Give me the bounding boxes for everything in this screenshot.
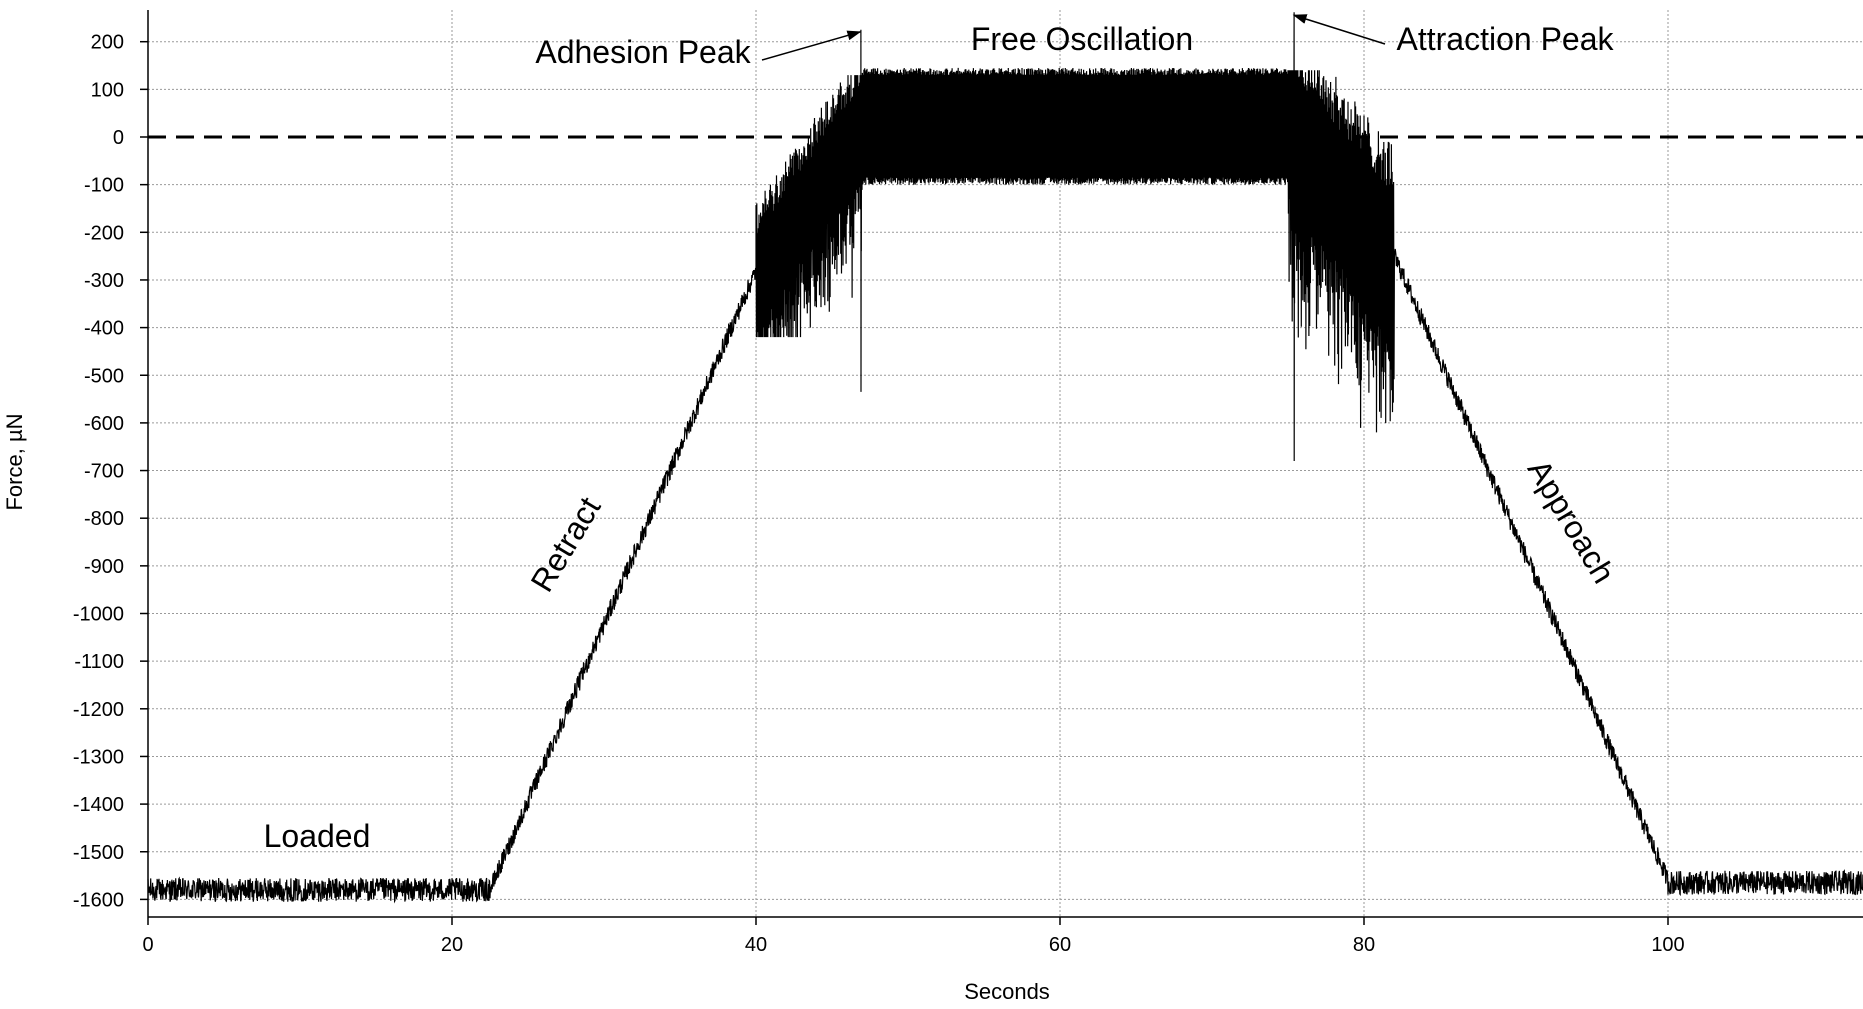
x-tick-label: 20	[441, 934, 463, 956]
force-line	[147, 12, 1863, 904]
annotation-label: Adhesion Peak	[535, 34, 751, 70]
y-tick-label: -300	[84, 270, 124, 292]
y-tick-label: -400	[84, 318, 124, 340]
y-tick-label: -800	[84, 508, 124, 530]
y-tick-label: 0	[113, 127, 124, 149]
x-tick-label: 100	[1651, 934, 1684, 956]
annotation-label: Retract	[524, 491, 608, 598]
annotation-label: Free Oscillation	[971, 21, 1193, 57]
y-tick-label: -1000	[73, 604, 124, 626]
annotation-arrow	[1292, 14, 1386, 45]
y-tick-label: -500	[84, 365, 124, 387]
annotation-label: Attraction Peak	[1397, 21, 1615, 57]
axes	[140, 10, 1863, 925]
y-tick-label: -900	[84, 556, 124, 578]
x-tick-label: 40	[745, 934, 767, 956]
y-tick-label: -1400	[73, 794, 124, 816]
grid	[148, 10, 1863, 917]
y-tick-label: -700	[84, 461, 124, 483]
y-tick-label: -1100	[74, 651, 124, 673]
y-tick-label: -1300	[73, 746, 124, 768]
y-tick-label: -600	[84, 413, 124, 435]
x-tick-label: 0	[142, 934, 153, 956]
y-tick-label: -1200	[73, 699, 124, 721]
y-tick-label: -200	[84, 222, 124, 244]
y-tick-label: -1500	[73, 842, 124, 864]
force-series	[147, 12, 1863, 904]
y-axis-title: Force, µN	[2, 413, 27, 510]
y-tick-label: 100	[91, 79, 124, 101]
y-tick-label: -1600	[73, 889, 124, 911]
annotation-label: Approach	[1521, 453, 1622, 589]
tick-labels: 0 20 40 60 80 100 200 100 0 -100 -200 -300 -400 -500 -…	[73, 32, 1685, 956]
annotation-arrow	[761, 30, 862, 61]
x-tick-label: 80	[1353, 934, 1375, 956]
y-tick-label: -100	[84, 175, 124, 197]
x-axis-title: Seconds	[964, 979, 1050, 1004]
x-tick-label: 60	[1049, 934, 1071, 956]
annotation-label: Loaded	[264, 818, 371, 854]
y-tick-label: 200	[91, 32, 124, 54]
